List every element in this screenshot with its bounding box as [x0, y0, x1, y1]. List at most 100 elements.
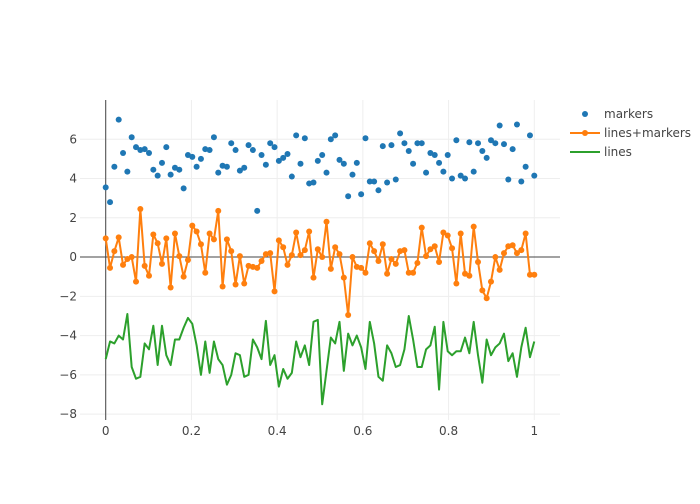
data-point: [449, 175, 456, 182]
legend[interactable]: markers lines+markers lines: [570, 107, 691, 159]
data-point: [371, 248, 378, 255]
data-point: [301, 135, 308, 142]
data-point: [241, 164, 248, 171]
data-point: [488, 137, 494, 144]
data-point: [288, 173, 295, 180]
data-point: [293, 132, 300, 139]
data-point: [392, 260, 399, 267]
data-point: [150, 166, 157, 173]
data-point: [206, 230, 213, 237]
data-point: [306, 228, 313, 235]
data-point: [453, 137, 460, 144]
data-point: [522, 163, 529, 170]
data-point: [297, 160, 304, 167]
data-point: [167, 284, 174, 291]
legend-label: lines: [604, 145, 632, 159]
data-point: [371, 178, 378, 185]
y-tick-label: 0: [69, 250, 77, 264]
series-markers: [102, 116, 538, 214]
plot-area: [102, 116, 538, 406]
data-point: [241, 280, 248, 287]
data-point: [500, 250, 507, 257]
data-point: [223, 163, 230, 170]
data-point: [236, 253, 243, 260]
data-point: [275, 157, 282, 164]
legend-item[interactable]: lines+markers: [570, 126, 691, 140]
data-point: [146, 150, 152, 157]
data-point: [301, 247, 308, 254]
data-point: [319, 151, 326, 158]
data-point: [388, 142, 395, 149]
data-point: [431, 151, 438, 158]
data-point: [526, 271, 533, 278]
legend-item[interactable]: markers: [582, 107, 653, 121]
x-tick-label: 0: [102, 424, 110, 438]
data-point: [509, 146, 516, 153]
data-point: [496, 266, 503, 273]
data-point: [358, 264, 365, 271]
data-point: [366, 240, 373, 247]
data-point: [232, 281, 239, 288]
data-point: [310, 179, 317, 186]
data-point: [466, 272, 473, 279]
data-point: [475, 258, 482, 265]
data-point: [388, 256, 395, 263]
data-point: [340, 160, 347, 167]
data-point: [111, 163, 118, 170]
data-point: [215, 207, 222, 214]
data-point: [167, 171, 174, 178]
data-point: [358, 191, 365, 198]
x-tick-label: 0.2: [182, 424, 201, 438]
data-point: [531, 271, 538, 278]
data-point: [206, 147, 213, 154]
data-point: [319, 254, 326, 261]
x-tick-label: 0.8: [439, 424, 458, 438]
data-point: [323, 169, 330, 176]
data-point: [518, 247, 525, 254]
data-point: [375, 257, 382, 264]
data-point: [509, 242, 516, 249]
series-line: [104, 207, 535, 316]
data-point: [141, 146, 148, 153]
data-point: [158, 260, 165, 267]
data-point: [158, 159, 165, 166]
data-point: [288, 252, 295, 259]
data-point: [397, 130, 404, 137]
series-lines-markers: [102, 205, 538, 318]
data-point: [228, 248, 235, 255]
data-point: [163, 235, 170, 242]
data-point: [488, 278, 494, 285]
data-point: [293, 229, 300, 236]
data-point: [215, 169, 222, 176]
y-tick-label: −6: [59, 368, 77, 382]
data-point: [258, 151, 265, 158]
data-point: [280, 154, 287, 161]
data-point: [384, 270, 391, 277]
data-point: [379, 143, 386, 150]
data-point: [483, 154, 490, 161]
data-point: [349, 171, 356, 178]
data-point: [176, 166, 183, 173]
data-point: [379, 241, 386, 248]
data-point: [124, 168, 131, 175]
data-point: [462, 175, 469, 182]
data-point: [475, 140, 482, 147]
data-point: [228, 140, 235, 147]
legend-item[interactable]: lines: [570, 145, 632, 159]
data-point: [128, 134, 135, 141]
data-point: [444, 232, 451, 239]
data-point: [457, 230, 464, 237]
data-point: [440, 229, 447, 236]
data-point: [327, 136, 334, 143]
data-point: [163, 144, 170, 151]
data-point: [210, 236, 217, 243]
data-point: [479, 287, 486, 294]
data-point: [102, 235, 109, 242]
data-point: [332, 244, 339, 251]
tick-labels: 0 0.2 0.4 0.6 0.8 1 6 4 2 0 −2 −4 −6 −8: [59, 132, 538, 438]
data-point: [423, 253, 430, 260]
data-point: [340, 274, 347, 281]
data-point: [141, 262, 148, 269]
data-point: [115, 234, 122, 241]
